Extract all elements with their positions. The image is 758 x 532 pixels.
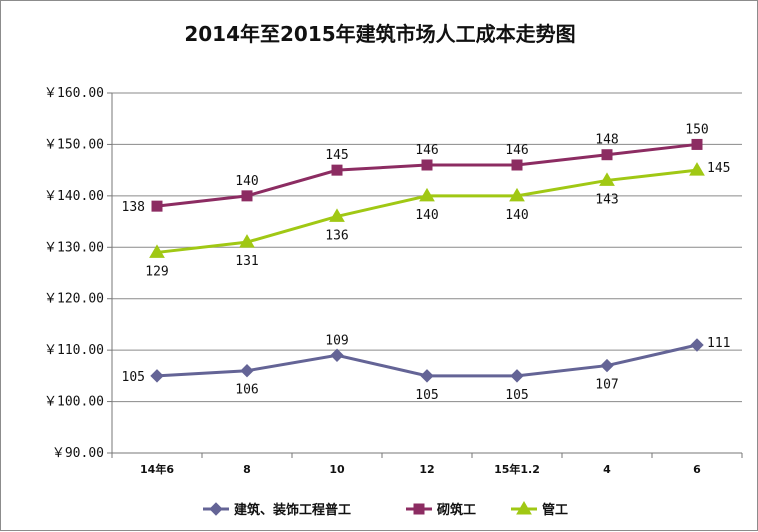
legend: 建筑、装饰工程普工 砌筑工 管工 — [203, 501, 568, 518]
data-label: 106 — [235, 383, 258, 398]
data-label: 111 — [707, 336, 730, 351]
x-tick-label: 10 — [329, 463, 345, 476]
chart-title: 2014年至2015年建筑市场人工成本走势图 — [184, 22, 575, 46]
data-point — [599, 172, 615, 186]
y-tick-label: ￥90.00 — [52, 446, 104, 461]
y-tick-label: ￥140.00 — [44, 189, 104, 204]
legend-item-0: 建筑、装饰工程普工 — [203, 502, 351, 518]
data-point — [689, 162, 705, 176]
legend-item-1: 砌筑工 — [406, 502, 476, 518]
data-point — [241, 190, 253, 202]
data-point — [510, 369, 524, 383]
x-tick-label: 8 — [243, 463, 251, 476]
data-label: 107 — [595, 378, 618, 393]
data-label: 146 — [505, 143, 528, 158]
data-label: 145 — [325, 148, 348, 163]
data-point — [150, 369, 164, 383]
data-point — [421, 159, 433, 171]
legend-marker — [209, 502, 223, 516]
x-tick-label: 15年1.2 — [494, 462, 540, 476]
y-tick-label: ￥110.00 — [44, 343, 104, 358]
data-point — [149, 244, 165, 258]
legend-marker — [516, 501, 532, 515]
data-label: 105 — [505, 388, 528, 403]
data-point — [601, 149, 613, 161]
data-point — [690, 338, 704, 352]
legend-label: 砌筑工 — [436, 502, 476, 518]
x-tick-label: 12 — [419, 463, 434, 476]
y-tick-label: ￥100.00 — [44, 395, 104, 410]
data-label: 109 — [325, 333, 348, 348]
y-tick-label: ￥120.00 — [44, 292, 104, 307]
legend-item-2: 管工 — [511, 501, 568, 518]
data-label: 138 — [122, 200, 145, 215]
data-label-layer: 105 106 109 105 105 107 111 138 140 145 146 146 148 1… — [122, 122, 731, 402]
data-point — [509, 187, 525, 202]
data-label: 146 — [415, 143, 438, 158]
data-label: 105 — [122, 370, 145, 385]
data-label: 129 — [145, 264, 168, 279]
data-label: 136 — [325, 228, 348, 243]
data-point — [240, 364, 254, 378]
axis-layer: ￥90.00 ￥100.00 ￥110.00 ￥120.00 ￥130.00 ￥140.0… — [44, 86, 743, 476]
data-label: 150 — [685, 122, 708, 137]
y-tick-label: ￥130.00 — [44, 240, 104, 255]
data-point — [419, 187, 435, 202]
data-point — [331, 164, 343, 176]
data-label: 140 — [415, 208, 438, 223]
x-tick-label: 4 — [603, 463, 611, 476]
series-1 — [151, 138, 703, 212]
data-label: 140 — [505, 208, 528, 223]
series-2 — [149, 162, 705, 258]
data-label: 140 — [235, 174, 258, 189]
legend-marker — [413, 503, 425, 515]
x-tick-label: 6 — [693, 463, 701, 476]
y-tick-label: ￥150.00 — [44, 137, 104, 152]
data-point — [151, 200, 163, 212]
series-layer — [149, 138, 705, 383]
data-label: 145 — [707, 161, 730, 176]
data-label: 131 — [235, 254, 258, 269]
series-0 — [150, 338, 704, 383]
data-point — [511, 159, 523, 171]
data-point — [330, 348, 344, 362]
data-label: 143 — [595, 192, 618, 207]
data-point — [420, 369, 434, 383]
data-point — [600, 358, 614, 373]
data-point — [329, 208, 345, 222]
data-point — [239, 234, 255, 248]
legend-label: 管工 — [542, 502, 568, 518]
x-tick-label: 14年6 — [140, 462, 174, 476]
y-tick-label: ￥160.00 — [44, 86, 104, 101]
legend-label: 建筑、装饰工程普工 — [234, 502, 351, 518]
data-label: 148 — [595, 133, 618, 148]
data-point — [691, 138, 703, 150]
data-label: 105 — [415, 388, 438, 403]
